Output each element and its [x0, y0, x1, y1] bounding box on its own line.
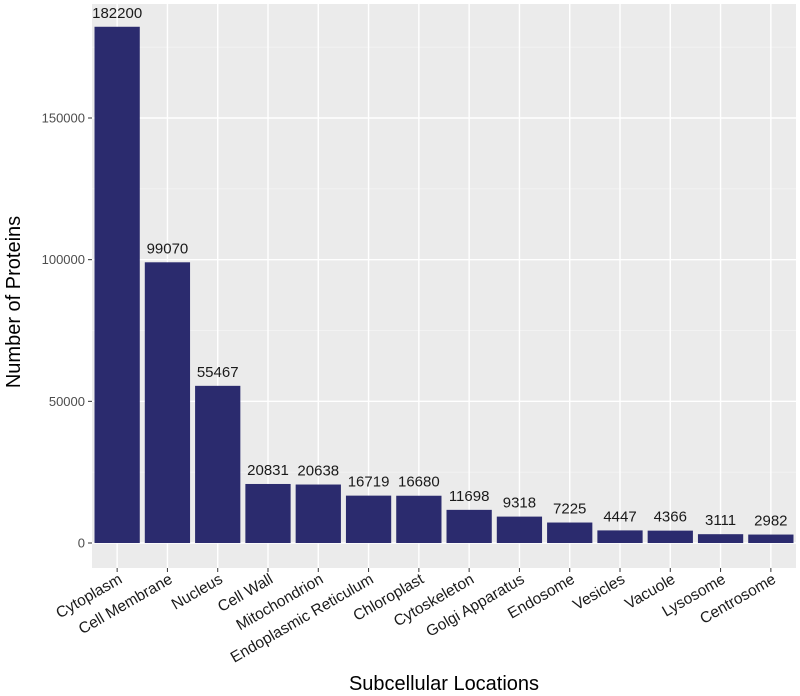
bar-centrosome: [748, 534, 794, 543]
bar-value-label: 182200: [92, 5, 142, 22]
bar-vacuole: [647, 530, 693, 543]
bar-value-label: 16719: [348, 474, 390, 491]
x-tick-label: Vesicles: [570, 571, 628, 614]
bar-value-label: 11698: [449, 488, 490, 505]
bar-value-label: 55467: [197, 364, 239, 381]
bar-golgi-apparatus: [496, 516, 543, 543]
bar-cytoskeleton: [446, 509, 492, 543]
y-tick-label: 100000: [42, 252, 85, 267]
bar-endosome: [547, 522, 593, 543]
y-tick-label: 50000: [49, 394, 85, 409]
bar-cytoplasm: [94, 26, 140, 544]
bar-lysosome: [697, 534, 744, 543]
y-tick-label: 150000: [42, 111, 85, 126]
bars: [94, 26, 794, 544]
bar-value-label: 16680: [398, 474, 440, 491]
bar-cell-membrane: [144, 262, 191, 543]
bar-value-label: 3111: [705, 512, 736, 529]
bar-value-label: 20831: [247, 462, 289, 479]
bar-value-label: 2982: [754, 513, 787, 530]
bar-vesicles: [597, 530, 643, 543]
bar-mitochondrion: [295, 484, 341, 543]
bar-value-label: 4447: [603, 508, 636, 525]
y-axis-title: Number of Proteins: [3, 216, 25, 388]
bar-chloroplast: [396, 495, 442, 543]
bar-value-labels: 182200 99070 55467 20831 20638 16719 16680 1169…: [92, 5, 787, 530]
y-tick-label: 0: [78, 536, 85, 551]
x-tick-label: Nucleus: [169, 571, 226, 614]
bar-cell-wall: [245, 483, 291, 543]
y-axis: 0 50000 100000 150000: [42, 111, 92, 551]
bar-endoplasmic-reticulum: [345, 495, 392, 543]
bar-value-label: 9318: [503, 495, 536, 512]
bar-nucleus: [195, 385, 241, 543]
x-axis-title: Subcellular Locations: [349, 673, 539, 695]
bar-value-label: 20638: [297, 463, 339, 480]
bar-value-label: 4366: [654, 509, 687, 526]
bar-value-label: 7225: [553, 501, 586, 518]
bar-value-label: 99070: [147, 240, 189, 257]
